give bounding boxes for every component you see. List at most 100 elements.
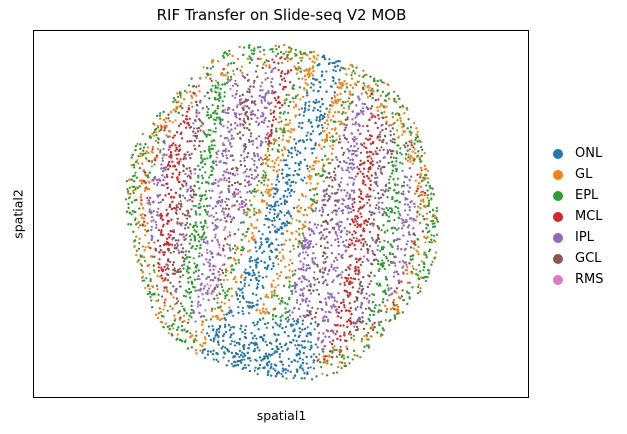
scatter-point-epl <box>169 305 172 308</box>
scatter-point-ipl <box>341 169 344 172</box>
scatter-point-epl <box>396 183 399 186</box>
scatter-point-rms <box>194 172 197 175</box>
scatter-point-ipl <box>159 151 162 154</box>
scatter-point-gcl <box>338 137 341 141</box>
scatter-point-ipl <box>309 233 312 237</box>
scatter-point-onl <box>304 103 307 107</box>
scatter-point-ipl <box>157 207 160 210</box>
scatter-point-onl <box>285 211 288 215</box>
scatter-point-mcl <box>348 302 351 305</box>
scatter-point-epl <box>193 262 196 265</box>
scatter-point-gl <box>301 77 304 80</box>
scatter-point-epl <box>209 129 212 132</box>
scatter-point-epl <box>348 97 351 100</box>
scatter-point-mcl <box>374 150 377 153</box>
scatter-point-gcl <box>195 115 198 118</box>
scatter-point-epl <box>257 179 260 183</box>
scatter-point-ipl <box>185 184 188 187</box>
scatter-point-ipl <box>326 273 329 276</box>
scatter-point-onl <box>256 373 259 376</box>
scatter-point-gl <box>333 345 336 348</box>
scatter-point-epl <box>342 357 346 360</box>
scatter-point-epl <box>430 234 433 237</box>
scatter-point-epl <box>387 287 390 290</box>
scatter-point-epl <box>201 166 204 169</box>
scatter-point-epl <box>351 358 354 361</box>
scatter-point-ipl <box>405 176 409 179</box>
scatter-point-onl <box>215 330 218 333</box>
scatter-point-onl <box>300 344 303 347</box>
scatter-point-onl <box>268 211 271 214</box>
scatter-point-epl <box>226 54 229 57</box>
scatter-point-gcl <box>377 206 381 209</box>
scatter-point-gcl <box>182 164 185 167</box>
scatter-point-gl <box>288 269 291 272</box>
scatter-point-mcl <box>174 207 177 210</box>
scatter-point-ipl <box>321 267 324 270</box>
scatter-point-epl <box>206 111 209 114</box>
scatter-point-mcl <box>338 353 341 356</box>
scatter-point-ipl <box>393 261 396 265</box>
scatter-point-epl <box>392 156 395 159</box>
scatter-point-mcl <box>408 281 411 284</box>
scatter-point-onl <box>295 347 299 350</box>
scatter-point-epl <box>209 156 212 159</box>
scatter-point-epl <box>283 131 286 134</box>
scatter-point-gcl <box>374 206 377 210</box>
scatter-point-gcl <box>188 166 191 170</box>
scatter-point-ipl <box>190 172 193 175</box>
scatter-point-mcl <box>356 222 359 225</box>
scatter-point-ipl <box>336 300 339 303</box>
scatter-point-gl <box>236 57 239 61</box>
scatter-point-ipl <box>379 169 382 172</box>
scatter-point-gl <box>343 361 346 365</box>
scatter-point-gl <box>155 156 158 159</box>
scatter-point-ipl <box>392 275 396 278</box>
scatter-point-gcl <box>369 280 373 283</box>
scatter-point-mcl <box>166 186 169 189</box>
scatter-point-ipl <box>149 203 152 206</box>
scatter-point-ipl <box>235 116 238 119</box>
scatter-point-epl <box>187 84 191 87</box>
scatter-point-epl <box>224 274 227 277</box>
scatter-point-gl <box>413 121 416 125</box>
scatter-point-epl <box>323 145 326 148</box>
scatter-point-ipl <box>406 213 409 216</box>
scatter-point-onl <box>285 224 288 227</box>
scatter-point-epl <box>282 127 286 130</box>
scatter-point-gcl <box>181 212 184 215</box>
scatter-point-onl <box>287 357 290 360</box>
scatter-point-onl <box>281 367 284 370</box>
scatter-point-onl <box>245 325 248 328</box>
scatter-point-onl <box>284 371 287 374</box>
scatter-point-onl <box>262 250 266 253</box>
scatter-point-onl <box>238 294 241 297</box>
scatter-point-gl <box>331 127 334 131</box>
scatter-point-mcl <box>177 124 181 127</box>
scatter-point-mcl <box>395 287 398 290</box>
scatter-point-ipl <box>206 251 209 254</box>
scatter-point-onl <box>280 372 283 376</box>
scatter-point-ipl <box>365 297 369 300</box>
scatter-point-onl <box>255 337 258 340</box>
scatter-point-onl <box>334 70 337 73</box>
scatter-point-mcl <box>286 72 289 75</box>
scatter-point-gcl <box>179 275 182 279</box>
scatter-point-mcl <box>359 170 362 173</box>
scatter-point-gcl <box>190 152 193 155</box>
scatter-point-onl <box>338 78 341 81</box>
scatter-point-ipl <box>208 215 211 218</box>
scatter-point-gcl <box>225 197 228 200</box>
scatter-point-epl <box>185 270 188 273</box>
scatter-point-ipl <box>380 188 383 192</box>
scatter-point-onl <box>284 325 288 329</box>
scatter-point-ipl <box>337 201 340 204</box>
scatter-point-mcl <box>161 295 164 298</box>
scatter-point-epl <box>285 98 288 101</box>
scatter-point-onl <box>249 265 252 269</box>
scatter-point-onl <box>217 335 220 339</box>
scatter-point-epl <box>404 157 407 160</box>
scatter-point-epl <box>425 223 428 226</box>
scatter-point-epl <box>261 194 264 197</box>
scatter-point-gl <box>363 335 366 338</box>
